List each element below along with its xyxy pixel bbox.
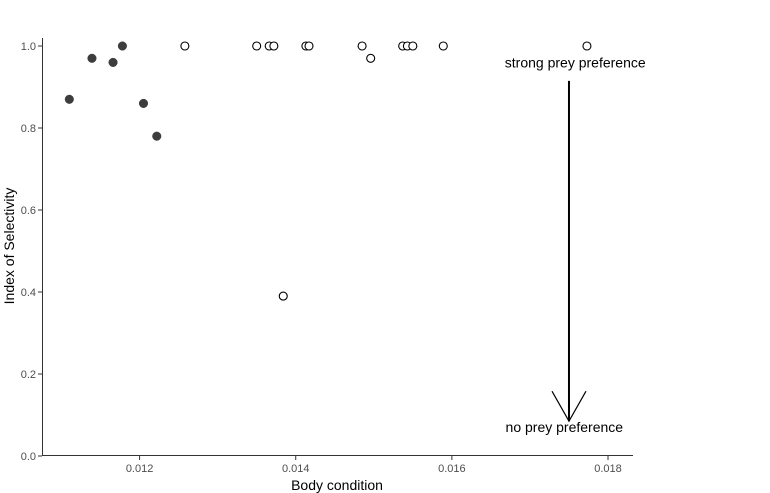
arrow	[551, 80, 587, 423]
x-tick-label: 0.018	[594, 463, 622, 475]
axes	[42, 38, 633, 456]
open-data-point	[366, 53, 376, 63]
annotation-label: strong prey preference	[505, 55, 646, 71]
x-axis-title: Body condition	[291, 477, 383, 493]
annotation-label: no prey preference	[506, 419, 624, 435]
x-tick-label: 0.012	[126, 463, 154, 475]
open-data-point	[252, 41, 262, 51]
filled-data-point	[117, 41, 127, 51]
filled-data-point	[87, 53, 97, 63]
y-tick-label: 0.8	[21, 123, 36, 135]
y-tick-label: 1.0	[21, 41, 36, 53]
open-data-point	[357, 41, 367, 51]
filled-data-point	[64, 94, 74, 104]
filled-data-point	[138, 98, 149, 108]
open-data-point	[269, 41, 279, 51]
data-points	[64, 41, 592, 301]
y-tick-label: 0.6	[21, 205, 36, 217]
open-data-point	[180, 41, 190, 51]
open-data-point	[304, 41, 314, 51]
y-tick-label: 0.4	[21, 287, 36, 299]
y-tick-label: 0.0	[21, 451, 36, 463]
open-data-point	[408, 41, 418, 51]
x-ticks: 0.012 0.014 0.016 0.018	[126, 456, 622, 475]
x-tick-label: 0.014	[282, 463, 310, 475]
y-tick-label: 0.2	[21, 369, 36, 381]
arrow-head	[551, 390, 587, 423]
y-axis-title: Index of Selectivity	[1, 188, 17, 305]
x-tick-label: 0.016	[438, 463, 466, 475]
annotations: strong prey preference no prey preference	[505, 55, 646, 435]
y-ticks: 0.0 0.2 0.4 0.6 0.8 1.0	[21, 41, 42, 463]
open-data-point	[582, 41, 592, 51]
filled-data-point	[108, 57, 118, 67]
open-data-point	[438, 41, 448, 51]
open-data-point	[278, 291, 288, 301]
filled-data-point	[152, 131, 162, 141]
